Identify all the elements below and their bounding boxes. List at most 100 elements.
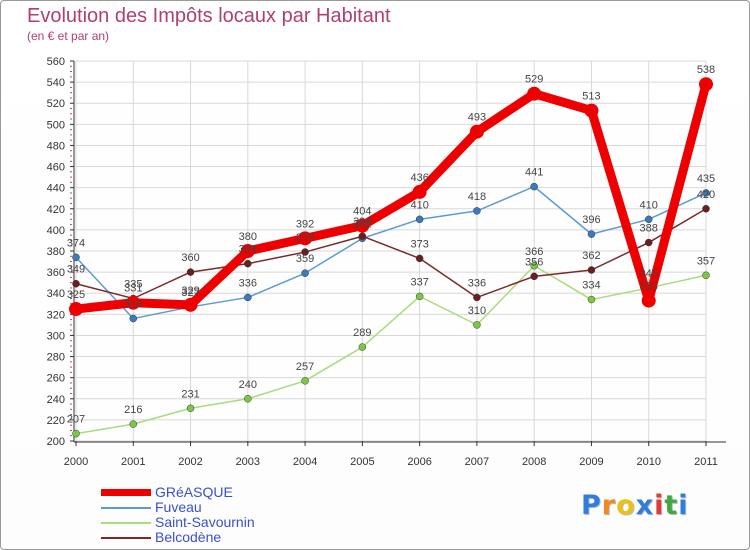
data-label: 335 bbox=[124, 279, 142, 291]
data-label: 310 bbox=[468, 305, 486, 317]
data-label: 380 bbox=[239, 231, 257, 243]
data-label: 388 bbox=[640, 223, 658, 235]
data-point-fuveau bbox=[587, 230, 596, 238]
data-label: 337 bbox=[410, 276, 428, 288]
y-tick-label: 320 bbox=[47, 309, 65, 321]
x-tick-label: 2011 bbox=[694, 456, 718, 468]
data-point-belcodene bbox=[358, 232, 367, 240]
data-label: 368 bbox=[239, 244, 257, 256]
x-tick-label: 2006 bbox=[407, 456, 431, 468]
data-point-greasque bbox=[469, 124, 484, 139]
chart-title: Evolution des Impôts locaux par Habitant bbox=[27, 5, 391, 27]
data-point-saint-savournin bbox=[129, 420, 138, 428]
legend-label-fuveau: Fuveau bbox=[155, 499, 202, 515]
data-point-fuveau bbox=[244, 293, 252, 302]
data-label: 396 bbox=[582, 214, 600, 226]
y-tick-label: 420 bbox=[47, 204, 65, 216]
data-label: 240 bbox=[239, 379, 257, 391]
data-point-fuveau bbox=[301, 269, 309, 277]
data-point-saint-savournin bbox=[587, 295, 596, 304]
data-label: 436 bbox=[410, 172, 428, 184]
data-point-fuveau bbox=[72, 253, 80, 262]
data-label: 404 bbox=[353, 206, 371, 218]
y-tick-label: 440 bbox=[47, 183, 65, 195]
data-label: 360 bbox=[181, 252, 199, 264]
data-point-belcodene bbox=[415, 254, 424, 263]
data-label: 394 bbox=[353, 216, 371, 228]
logo-letter: o bbox=[616, 490, 636, 521]
data-point-belcodene bbox=[186, 268, 195, 276]
data-point-fuveau bbox=[644, 215, 653, 224]
y-tick-label: 200 bbox=[47, 436, 65, 448]
data-point-fuveau bbox=[702, 189, 710, 197]
data-label: 362 bbox=[582, 250, 600, 262]
data-label: 366 bbox=[525, 246, 543, 258]
data-label: 349 bbox=[67, 264, 85, 276]
data-label: 513 bbox=[582, 91, 600, 103]
data-point-belcodene bbox=[644, 238, 653, 247]
data-point-belcodene bbox=[530, 272, 538, 281]
data-label: 435 bbox=[697, 173, 715, 185]
y-tick-label: 400 bbox=[47, 225, 65, 237]
data-point-fuveau bbox=[473, 207, 481, 215]
legend-swatch-belcodene bbox=[101, 537, 151, 539]
proxiti-logo: Proxiti bbox=[581, 490, 689, 521]
data-label: 207 bbox=[67, 414, 85, 426]
data-point-greasque bbox=[527, 86, 542, 101]
data-point-belcodene bbox=[301, 248, 309, 256]
data-label: 441 bbox=[525, 167, 543, 179]
logo-letter: i bbox=[654, 490, 665, 521]
logo-letter: P bbox=[581, 490, 602, 521]
data-label: 374 bbox=[67, 237, 85, 249]
data-point-greasque bbox=[412, 184, 427, 199]
data-point-greasque bbox=[355, 218, 370, 233]
legend-label-greasque: GRéASQUE bbox=[155, 484, 233, 500]
data-point-belcodene bbox=[473, 293, 481, 302]
logo-letter: r bbox=[601, 490, 617, 521]
series-line-greasque bbox=[71, 79, 711, 314]
data-point-greasque bbox=[126, 295, 141, 310]
data-point-belcodene bbox=[244, 259, 252, 268]
data-label: 331 bbox=[124, 283, 142, 295]
data-point-belcodene bbox=[587, 266, 596, 274]
series-line-saint-savournin bbox=[75, 265, 707, 435]
data-label: 420 bbox=[697, 189, 715, 201]
data-label: 257 bbox=[296, 361, 314, 373]
chart-subtitle: (en € et par an) bbox=[27, 29, 110, 43]
y-tick-label: 260 bbox=[47, 373, 65, 385]
data-label: 325 bbox=[67, 289, 85, 301]
data-point-greasque bbox=[240, 244, 255, 258]
data-label: 392 bbox=[296, 218, 314, 230]
x-tick-label: 2004 bbox=[293, 456, 317, 468]
data-label: 392 bbox=[353, 218, 371, 230]
y-tick-label: 240 bbox=[47, 394, 65, 406]
x-tick-label: 2000 bbox=[64, 456, 88, 468]
y-tick-label: 280 bbox=[47, 352, 65, 364]
x-tick-label: 2003 bbox=[236, 456, 260, 468]
data-label: 336 bbox=[468, 277, 486, 289]
data-point-saint-savournin bbox=[473, 321, 481, 329]
y-tick-label: 480 bbox=[47, 140, 65, 152]
x-tick-label: 2007 bbox=[465, 456, 489, 468]
data-point-saint-savournin bbox=[301, 377, 309, 385]
y-tick-label: 340 bbox=[47, 288, 65, 300]
data-label: 410 bbox=[640, 199, 658, 211]
x-tick-label: 2010 bbox=[636, 456, 660, 468]
y-tick-label: 300 bbox=[47, 330, 65, 342]
x-tick-label: 2008 bbox=[522, 456, 546, 468]
y-tick-label: 520 bbox=[47, 98, 65, 110]
data-label: 333 bbox=[640, 281, 658, 293]
data-label: 356 bbox=[525, 256, 543, 268]
data-point-greasque bbox=[298, 231, 313, 246]
data-label: 410 bbox=[410, 199, 428, 211]
data-label: 538 bbox=[697, 64, 715, 76]
data-point-belcodene bbox=[72, 279, 80, 288]
data-point-saint-savournin bbox=[358, 343, 367, 351]
data-point-greasque bbox=[584, 103, 599, 118]
data-point-saint-savournin bbox=[530, 262, 538, 270]
data-point-greasque bbox=[699, 77, 713, 92]
legend-label-belcodene: Belcodène bbox=[155, 529, 222, 545]
data-label: 379 bbox=[296, 232, 314, 244]
data-point-saint-savournin bbox=[702, 271, 710, 280]
